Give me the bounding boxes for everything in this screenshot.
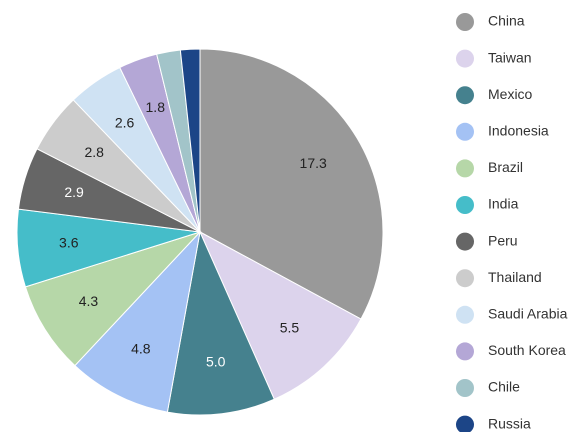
legend-swatch bbox=[456, 159, 474, 178]
legend-label: Saudi Arabia bbox=[488, 306, 568, 322]
legend-swatch bbox=[456, 49, 474, 68]
legend-label: Brazil bbox=[488, 159, 523, 175]
legend-label: Indonesia bbox=[488, 123, 549, 139]
legend-swatch bbox=[456, 415, 474, 432]
pie-slice bbox=[24, 230, 202, 367]
legend-label: Mexico bbox=[488, 86, 533, 102]
legend-swatch bbox=[456, 342, 474, 361]
slice-label: 4.3 bbox=[79, 293, 99, 309]
legend-label: Thailand bbox=[488, 269, 542, 285]
slice-label: 2.9 bbox=[64, 184, 84, 200]
slice-label: 2.6 bbox=[115, 115, 135, 131]
legend-swatch bbox=[456, 196, 474, 214]
legend-label: Taiwan bbox=[488, 49, 532, 65]
slice-label: 2.8 bbox=[85, 144, 105, 160]
slice-label: 3.6 bbox=[59, 234, 79, 250]
legend-swatch bbox=[456, 13, 474, 31]
legend-swatch bbox=[456, 122, 474, 141]
pie-slice bbox=[199, 48, 384, 320]
pie-slice bbox=[179, 48, 201, 233]
slice-label: 17.3 bbox=[300, 155, 327, 171]
slice-label: 1.8 bbox=[146, 99, 166, 115]
slice-label: 5.0 bbox=[206, 354, 226, 370]
legend-label: India bbox=[488, 196, 519, 212]
pie-slice bbox=[74, 230, 201, 413]
legend-label: Russia bbox=[488, 415, 531, 431]
legend-swatch bbox=[456, 232, 474, 251]
legend-label: Peru bbox=[488, 232, 518, 248]
legend-label: South Korea bbox=[488, 342, 566, 358]
legend-label: China bbox=[488, 13, 525, 29]
legend-swatch bbox=[456, 379, 474, 397]
pie-slice bbox=[198, 230, 362, 400]
slice-label: 4.8 bbox=[131, 340, 151, 356]
legend-swatch bbox=[456, 86, 474, 105]
legend-swatch bbox=[456, 305, 474, 324]
pie-slice bbox=[166, 230, 275, 416]
legend-label: Chile bbox=[488, 379, 520, 395]
legend-swatch bbox=[456, 269, 474, 288]
slice-label: 5.5 bbox=[280, 319, 300, 335]
